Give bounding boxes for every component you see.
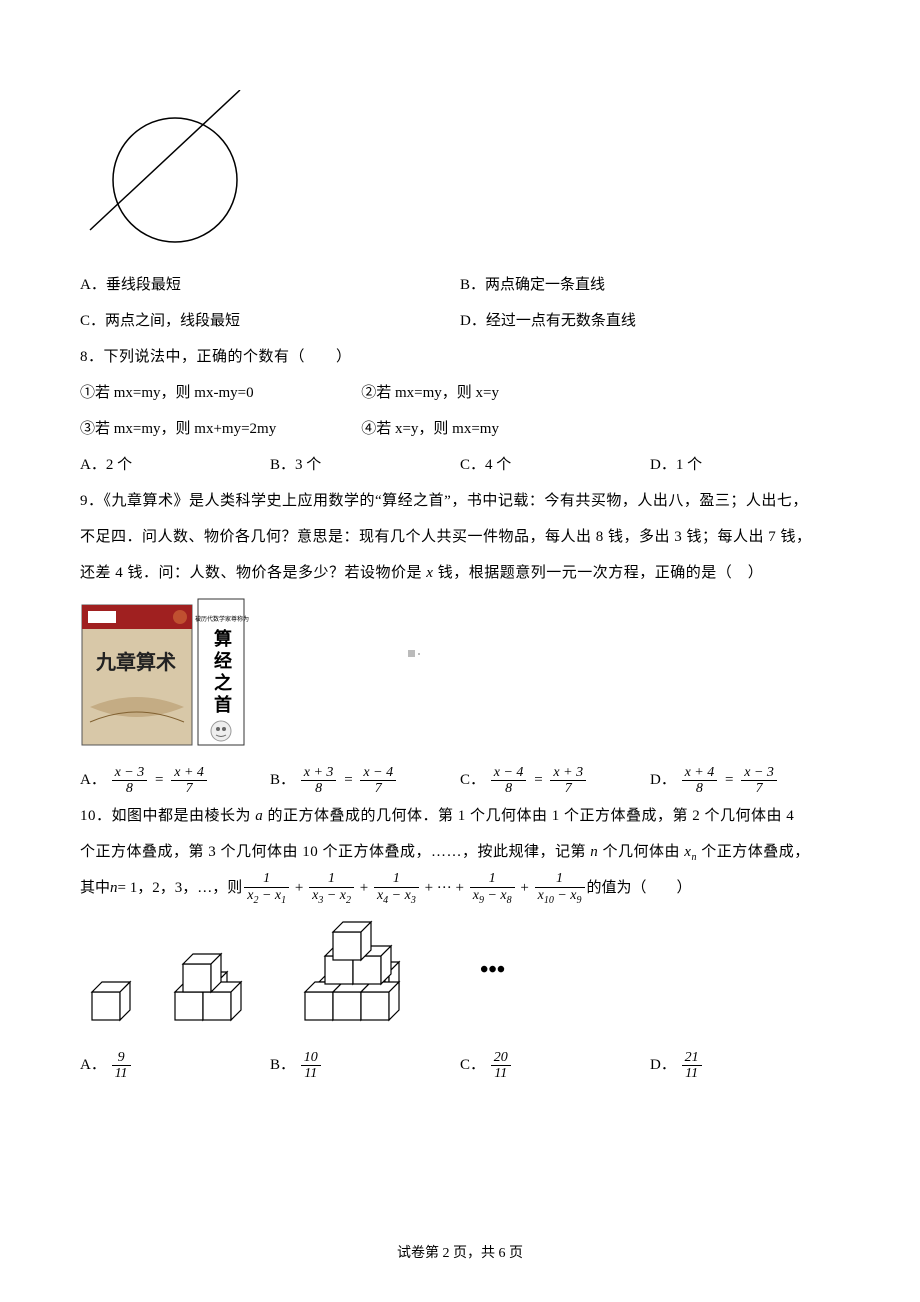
q9-opt-a: A． x − 38 = x + 47: [80, 762, 270, 798]
q7-options-row1: A．垂线段最短 B．两点确定一条直线: [80, 267, 840, 303]
q7-options-row2: C．两点之间，线段最短 D．经过一点有无数条直线: [80, 303, 840, 339]
q9-book-figure: 九章算术 被历代数学家尊称为 算 经 之 首: [80, 597, 840, 752]
q9-d-label: D．: [650, 772, 676, 788]
q9-stem3: 还差 4 钱．问：人数、物价各是多少？若设物价是 x 钱，根据题意列一元一次方程…: [80, 555, 840, 591]
circle-line-svg: [80, 90, 260, 250]
svg-text:之: 之: [214, 672, 232, 693]
q8-opt-c: C．4 个: [460, 447, 650, 483]
q10-opt-c: C． 2011: [460, 1047, 650, 1083]
q8-s3: ③若 mx=my，则 mx+my=2my: [80, 411, 361, 447]
book-title: 九章算术: [95, 650, 176, 674]
q8-statements-row1: ①若 mx=my，则 mx-my=0 ②若 mx=my，则 x=y: [80, 375, 840, 411]
q10-stem2: 个正方体叠成，第 3 个几何体由 10 个正方体叠成，……，按此规律，记第 n …: [80, 834, 840, 870]
q8-statements-row2: ③若 mx=my，则 mx+my=2my ④若 x=y，则 mx=my: [80, 411, 840, 447]
q9-stem3a: 还差 4 钱．问：人数、物价各是多少？若设物价是: [80, 565, 426, 581]
q9-stem3b: 钱，根据题意列一元一次方程，正确的是（ ）: [433, 565, 763, 581]
q7-opt-b: B．两点确定一条直线: [460, 267, 840, 303]
cubes-svg: •••: [80, 912, 510, 1032]
q9-stem2: 不足四．问人数、物价各几何？意思是：现有几个人共买一件物品，每人出 8 钱，多出…: [80, 519, 840, 555]
exam-page: A．垂线段最短 B．两点确定一条直线 C．两点之间，线段最短 D．经过一点有无数…: [0, 0, 920, 1302]
q8-opt-b: B．3 个: [270, 447, 460, 483]
q10-cubes-figure: •••: [80, 912, 840, 1037]
q9-b-label: B．: [270, 772, 295, 788]
svg-text:算: 算: [214, 628, 232, 649]
q10-opt-b: B． 1011: [270, 1047, 460, 1083]
q7-opt-b-text: 两点确定一条直线: [485, 277, 605, 293]
q7-opt-a-text: 垂线段最短: [106, 277, 181, 293]
watermark-dot: [408, 650, 415, 657]
q8-stem: 8．下列说法中，正确的个数有（ ）: [80, 339, 840, 375]
q7-opt-a: A．垂线段最短: [80, 267, 460, 303]
q10-options-row: A． 911 B． 1011 C． 2011 D． 2111: [80, 1047, 840, 1083]
book-side-sub: 被历代数学家尊称为: [195, 615, 249, 623]
book-svg: 九章算术 被历代数学家尊称为 算 经 之 首: [80, 597, 250, 747]
q8-s4: ④若 x=y，则 mx=my: [361, 411, 499, 447]
q8-opt-a: A．2 个: [80, 447, 270, 483]
q10-opt-a: A． 911: [80, 1047, 270, 1083]
q7-opt-d-text: 经过一点有无数条直线: [486, 313, 636, 329]
q8-opt-d: D．1 个: [650, 447, 840, 483]
q10-expression: 其中 n = 1，2，3，…，则 1x2 − x1 + 1x3 − x2 + 1…: [80, 870, 840, 906]
q7-figure: [80, 90, 840, 255]
q10-stem1: 10．如图中都是由棱长为 a 的正方体叠成的几何体．第 1 个几何体由 1 个正…: [80, 798, 840, 834]
q9-opt-c: C． x − 48 = x + 37: [460, 762, 650, 798]
q10-fraction-series: 1x2 − x1 + 1x3 − x2 + 1x4 − x3 + ··· + 1…: [242, 870, 586, 906]
q9-c-label: C．: [460, 772, 485, 788]
q7-opt-d: D．经过一点有无数条直线: [460, 303, 840, 339]
q8-s1: ①若 mx=my，则 mx-my=0: [80, 375, 361, 411]
svg-text:经: 经: [214, 650, 232, 671]
q8-s2: ②若 mx=my，则 x=y: [361, 375, 499, 411]
q9-stem1: 9．《九章算术》是人类科学史上应用数学的“算经之首”，书中记载：今有共买物，人出…: [80, 483, 840, 519]
q9-opt-d: D． x + 48 = x − 37: [650, 762, 840, 798]
svg-text:首: 首: [214, 694, 232, 715]
ellipsis-icon: •••: [480, 957, 505, 983]
q7-opt-c: C．两点之间，线段最短: [80, 303, 460, 339]
page-footer: 试卷第 2 页，共 6 页: [0, 1242, 920, 1262]
q8-options-row: A．2 个 B．3 个 C．4 个 D．1 个: [80, 447, 840, 483]
q9-opt-b: B． x + 38 = x − 47: [270, 762, 460, 798]
q9-options-row: A． x − 38 = x + 47 B． x + 38 = x − 47 C．…: [80, 762, 840, 798]
q9-a-label: A．: [80, 772, 106, 788]
q7-opt-c-text: 两点之间，线段最短: [105, 313, 240, 329]
q10-opt-d: D． 2111: [650, 1047, 840, 1083]
